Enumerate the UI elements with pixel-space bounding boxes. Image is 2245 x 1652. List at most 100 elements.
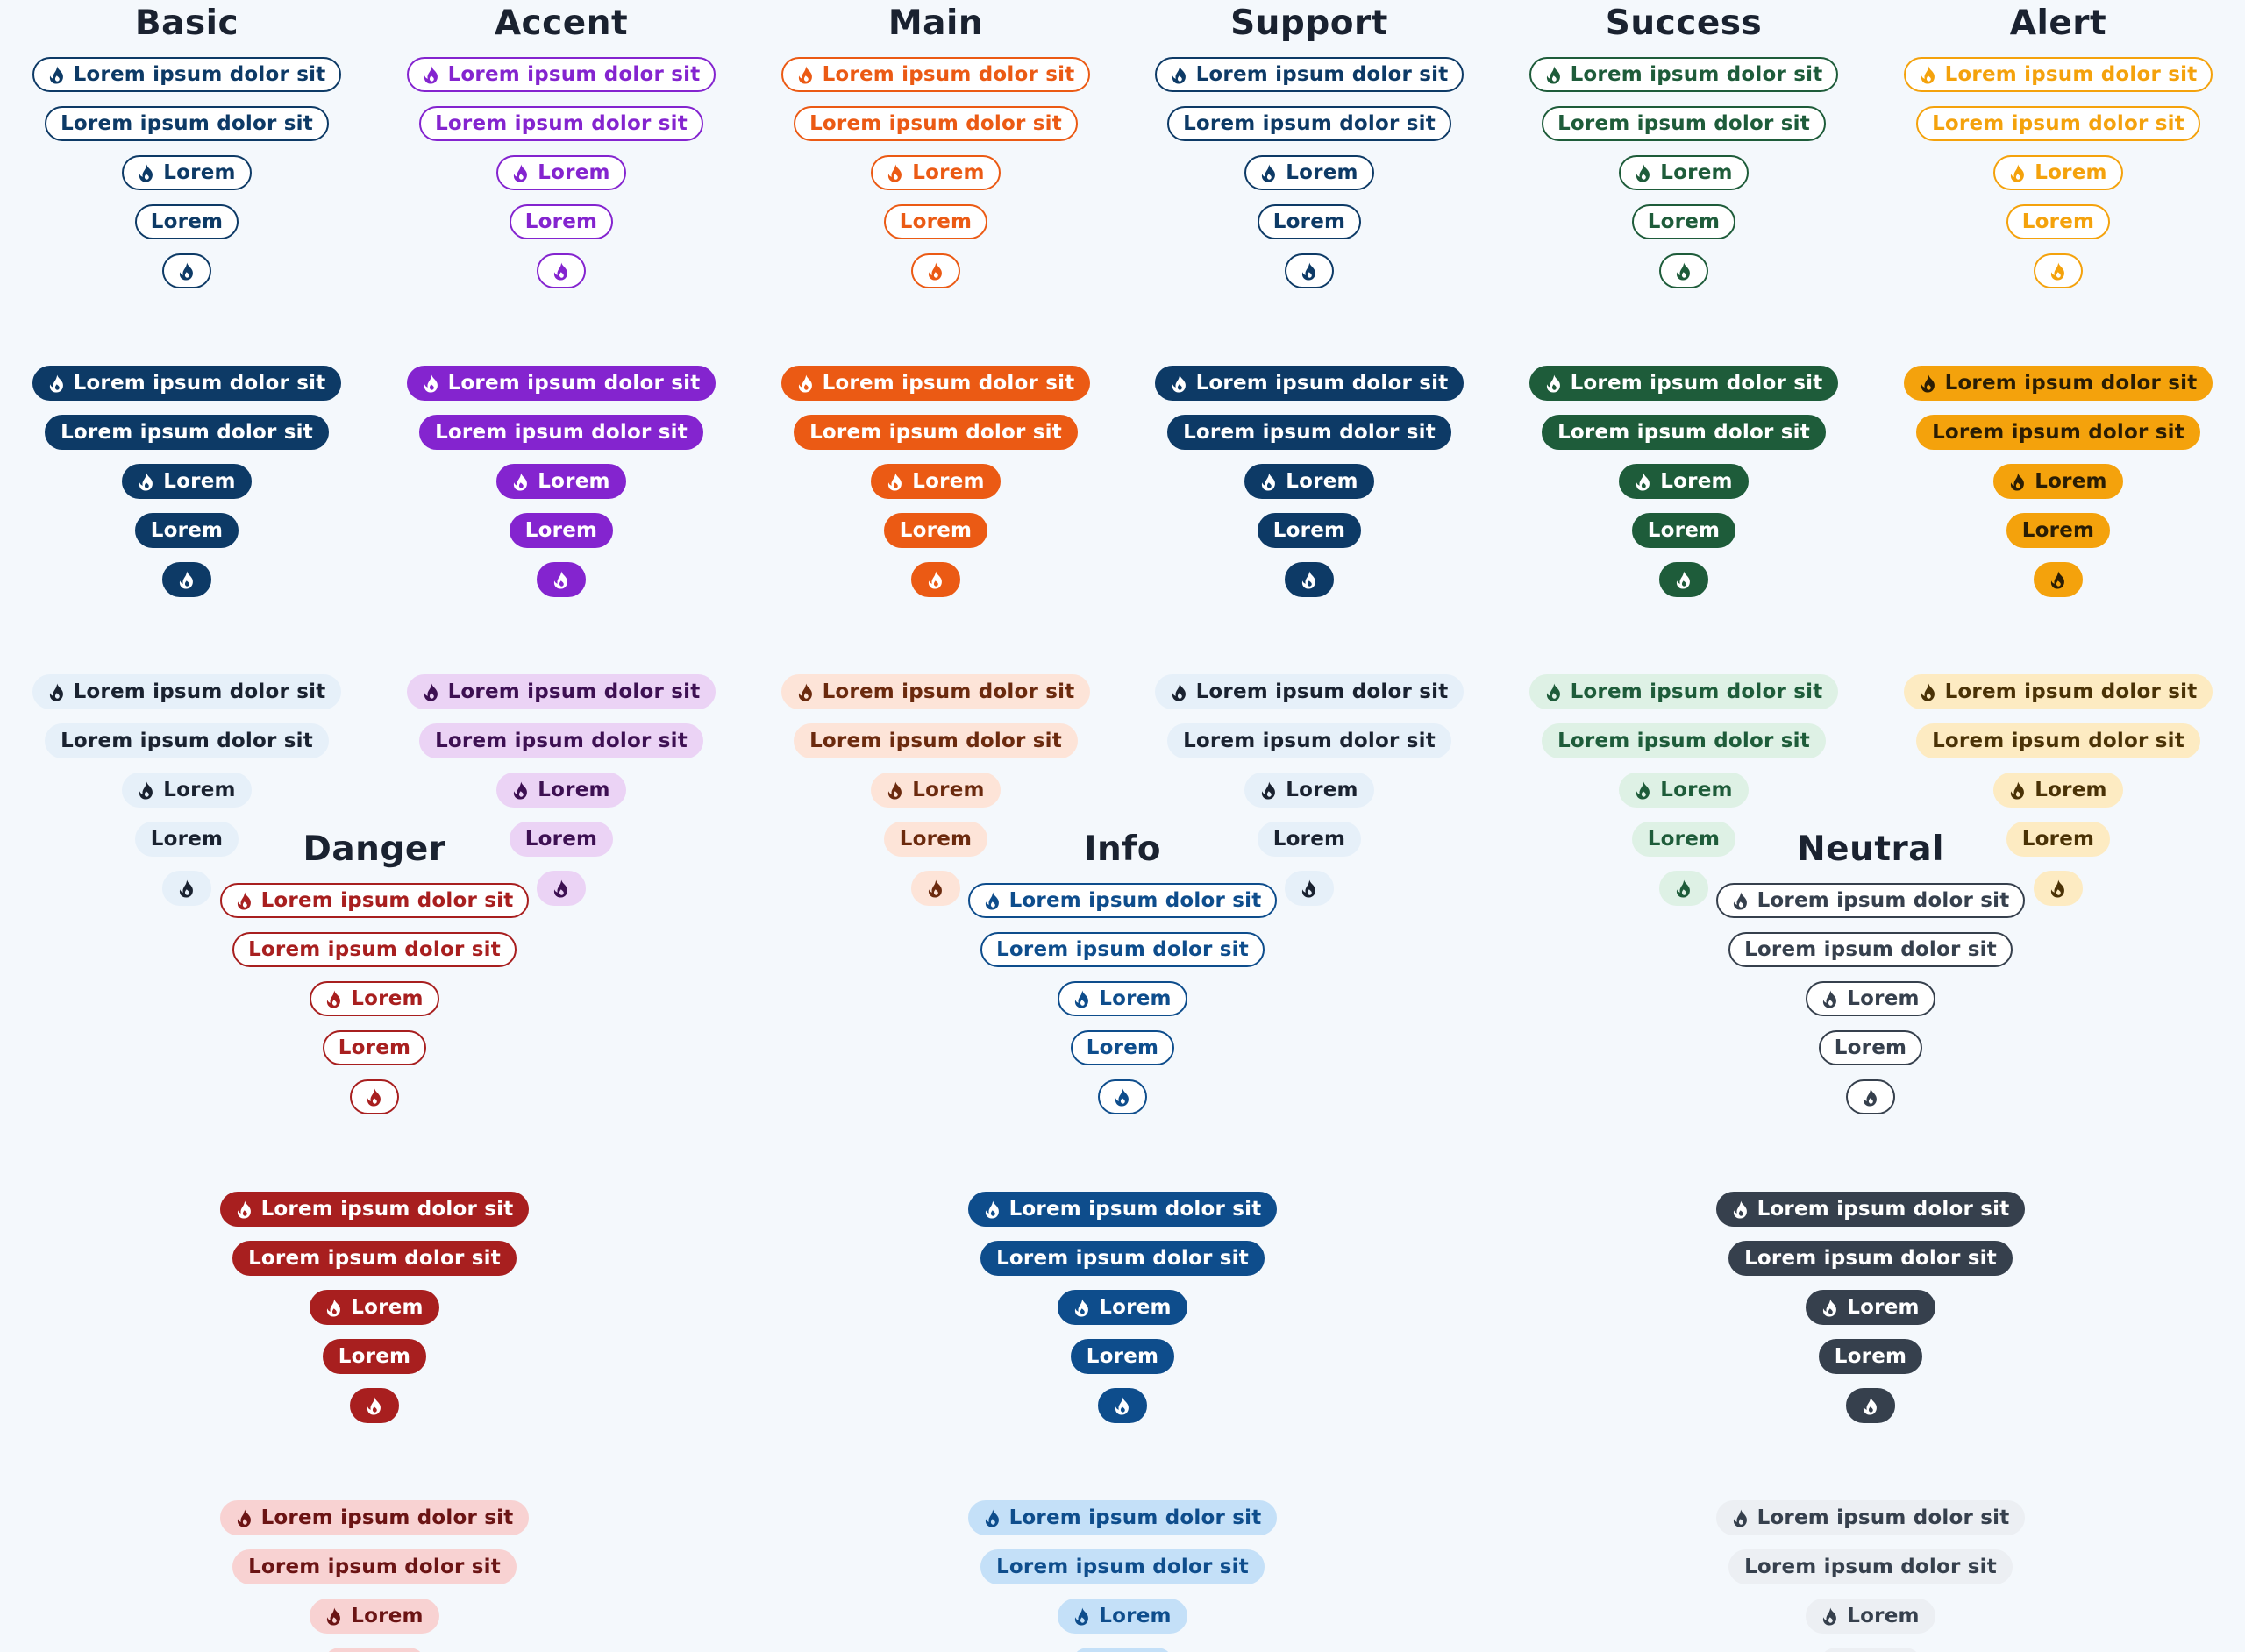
badge-solid-long: Lorem ipsum dolor sit	[980, 1241, 1265, 1276]
flame-icon	[1262, 472, 1276, 491]
badge-outline-icon-only	[161, 253, 211, 288]
badge-tint-short-icon: Lorem	[1993, 773, 2123, 808]
flame-icon	[985, 1200, 999, 1219]
badge-tint-short-icon: Lorem	[122, 773, 252, 808]
badge-solid-short-icon: Lorem	[871, 464, 1001, 499]
flame-icon	[1302, 261, 1316, 281]
flame-icon	[929, 879, 943, 898]
flame-icon	[367, 1087, 381, 1107]
flame-icon	[237, 1200, 251, 1219]
badge-tint-short: Lorem	[2006, 822, 2111, 857]
flame-icon	[2011, 472, 2025, 491]
badge-group-info: Info Lorem ipsum dolor sit Lorem ipsum dol…	[912, 826, 1333, 1652]
badge-label: Lorem	[1647, 518, 1721, 542]
badge-label: Lorem ipsum dolor sit	[248, 937, 501, 961]
badge-outline-long: Lorem ipsum dolor sit	[1728, 932, 2013, 967]
badge-label: Lorem	[1660, 469, 1733, 493]
badge-solid-short: Lorem	[134, 513, 239, 548]
badge-outline-short-icon: Lorem	[496, 155, 626, 190]
badge-solid-long-icon: Lorem ipsum dolor sit	[967, 1192, 1278, 1227]
badge-tint-short: Lorem	[1070, 1648, 1175, 1652]
badge-label: Lorem	[912, 160, 985, 184]
badge-label: Lorem	[1286, 160, 1358, 184]
badge-solid-long: Lorem ipsum dolor sit	[1167, 415, 1451, 450]
badge-label: Lorem	[538, 778, 610, 801]
badge-label: Lorem ipsum dolor sit	[447, 680, 701, 703]
flame-icon	[554, 261, 568, 281]
badge-outline-short: Lorem	[883, 204, 988, 239]
badge-solid-icon-only	[349, 1388, 399, 1423]
badge-label: Lorem ipsum dolor sit	[1183, 420, 1436, 444]
badge-solid-long: Lorem ipsum dolor sit	[1728, 1241, 2013, 1276]
flame-icon	[1733, 891, 1747, 910]
badge-outline-short-icon: Lorem	[310, 981, 439, 1016]
flame-icon	[1115, 1087, 1130, 1107]
badge-label: Lorem ipsum dolor sit	[1932, 111, 2184, 135]
badge-tint-short-icon: Lorem	[310, 1599, 439, 1634]
flame-icon	[1677, 879, 1691, 898]
badge-solid-icon-only	[161, 562, 211, 597]
badge-label: Lorem ipsum dolor sit	[1757, 888, 2010, 912]
badge-solid-short: Lorem	[1818, 1339, 1923, 1374]
badge-list: Lorem ipsum dolor sit Lorem ipsum dolor s…	[1154, 57, 1465, 906]
badge-tint-short: Lorem	[883, 822, 988, 857]
badge-solid-long-icon: Lorem ipsum dolor sit	[1529, 366, 1839, 401]
badge-tint-short-icon: Lorem	[496, 773, 626, 808]
badge-label: Lorem ipsum dolor sit	[996, 1246, 1249, 1270]
flame-icon	[1677, 261, 1691, 281]
flame-icon	[1075, 989, 1089, 1008]
badge-label: Lorem	[1834, 1036, 1907, 1059]
flame-icon	[1733, 1508, 1747, 1527]
badge-label: Lorem ipsum dolor sit	[73, 62, 326, 86]
badge-group-basic: Basic Lorem ipsum dolor sit Lorem ipsum do…	[0, 0, 397, 906]
flame-icon	[327, 1298, 341, 1317]
badge-tint-short: Lorem	[322, 1648, 427, 1652]
flame-icon	[1546, 65, 1560, 84]
badge-solid-short-icon: Lorem	[1993, 464, 2123, 499]
badge-label: Lorem ipsum dolor sit	[1944, 680, 2198, 703]
badge-solid-long: Lorem ipsum dolor sit	[232, 1241, 517, 1276]
badge-label: Lorem	[1086, 1344, 1159, 1368]
badge-label: Lorem ipsum dolor sit	[435, 729, 688, 752]
badge-outline-long-icon: Lorem ipsum dolor sit	[219, 883, 530, 918]
badge-solid-short-icon: Lorem	[1244, 464, 1374, 499]
badge-label: Lorem ipsum dolor sit	[1557, 111, 1810, 135]
badge-label: Lorem	[1834, 1344, 1907, 1368]
flame-icon	[1172, 682, 1186, 701]
badge-tint-icon-only	[910, 871, 960, 906]
group-title: Accent	[494, 4, 629, 43]
badge-solid-long-icon: Lorem ipsum dolor sit	[219, 1192, 530, 1227]
badge-label: Lorem ipsum dolor sit	[1008, 1506, 1262, 1529]
badge-outline-long: Lorem ipsum dolor sit	[1542, 106, 1826, 141]
badge-solid-long-icon: Lorem ipsum dolor sit	[1715, 1192, 2026, 1227]
badge-label: Lorem ipsum dolor sit	[1195, 371, 1449, 395]
flame-icon	[2051, 261, 2065, 281]
badge-outline-icon-only	[1284, 253, 1334, 288]
badge-group-success: Success Lorem ipsum dolor sit Lorem ipsum …	[1473, 0, 1894, 906]
group-title: Neutral	[1797, 830, 1944, 869]
badge-label: Lorem	[150, 210, 224, 233]
flame-icon	[139, 163, 153, 182]
badge-tint-long: Lorem ipsum dolor sit	[1728, 1549, 2013, 1584]
badge-outline-long: Lorem ipsum dolor sit	[1916, 106, 2200, 141]
badge-tint-short: Lorem	[134, 822, 239, 857]
badge-label: Lorem ipsum dolor sit	[447, 62, 701, 86]
badge-outline-icon-only	[2033, 253, 2083, 288]
badge-tint-long: Lorem ipsum dolor sit	[419, 723, 703, 758]
badge-label: Lorem ipsum dolor sit	[1570, 62, 1823, 86]
flame-icon	[2051, 879, 2065, 898]
badge-tint-long: Lorem ipsum dolor sit	[794, 723, 1078, 758]
badge-label: Lorem ipsum dolor sit	[1757, 1197, 2010, 1221]
badge-outline-icon-only	[1097, 1079, 1147, 1114]
badge-group-main: Main Lorem ipsum dolor sit Lorem ipsum dol…	[725, 0, 1146, 906]
badge-solid-icon-only	[1097, 1388, 1147, 1423]
badge-label: Lorem ipsum dolor sit	[1195, 62, 1449, 86]
badge-outline-short-icon: Lorem	[1806, 981, 1935, 1016]
flame-icon	[1075, 1298, 1089, 1317]
flame-icon	[1075, 1606, 1089, 1626]
flame-icon	[514, 780, 528, 800]
flame-icon	[139, 780, 153, 800]
badge-label: Lorem	[524, 210, 598, 233]
badge-solid-long: Lorem ipsum dolor sit	[1542, 415, 1826, 450]
badge-label: Lorem	[899, 210, 973, 233]
